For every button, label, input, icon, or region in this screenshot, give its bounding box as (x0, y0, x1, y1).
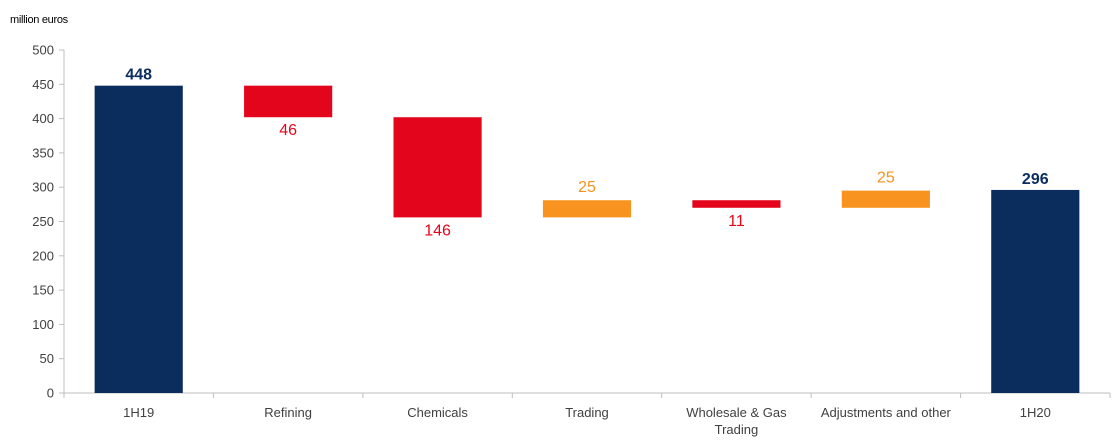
data-label: 25 (877, 170, 895, 187)
x-category-label: Trading (715, 422, 759, 437)
unit-label: million euros (10, 14, 68, 26)
y-tick-label: 500 (32, 43, 54, 58)
bar-decrease (244, 85, 333, 118)
y-tick-label: 400 (32, 111, 54, 126)
x-category-label: Trading (565, 405, 609, 420)
bar-total (94, 85, 183, 393)
bar-total (991, 189, 1080, 393)
x-category-label: 1H20 (1020, 405, 1051, 420)
bar-increase (841, 190, 930, 208)
data-label: 146 (424, 222, 451, 239)
x-category-label: 1H19 (123, 405, 154, 420)
x-category-label: Adjustments and other (821, 405, 952, 420)
data-label: 46 (279, 122, 297, 139)
bar-decrease (393, 117, 482, 218)
bar-decrease (692, 200, 781, 208)
data-label: 11 (728, 213, 745, 230)
y-tick-label: 350 (32, 145, 54, 160)
x-category-label: Refining (264, 405, 312, 420)
y-tick-label: 100 (32, 317, 54, 332)
y-tick-label: 250 (32, 214, 54, 229)
y-tick-label: 50 (40, 351, 54, 366)
y-tick-label: 150 (32, 283, 54, 298)
x-category-label: Wholesale & Gas (686, 405, 787, 420)
y-tick-label: 450 (32, 77, 54, 92)
bar-increase (542, 200, 632, 218)
data-label: 296 (1022, 171, 1049, 188)
y-tick-label: 0 (47, 386, 54, 401)
y-tick-label: 200 (32, 248, 54, 263)
data-label: 25 (578, 179, 596, 196)
y-tick-label: 300 (32, 180, 54, 195)
data-label: 448 (125, 67, 152, 84)
x-category-label: Chemicals (407, 405, 468, 420)
